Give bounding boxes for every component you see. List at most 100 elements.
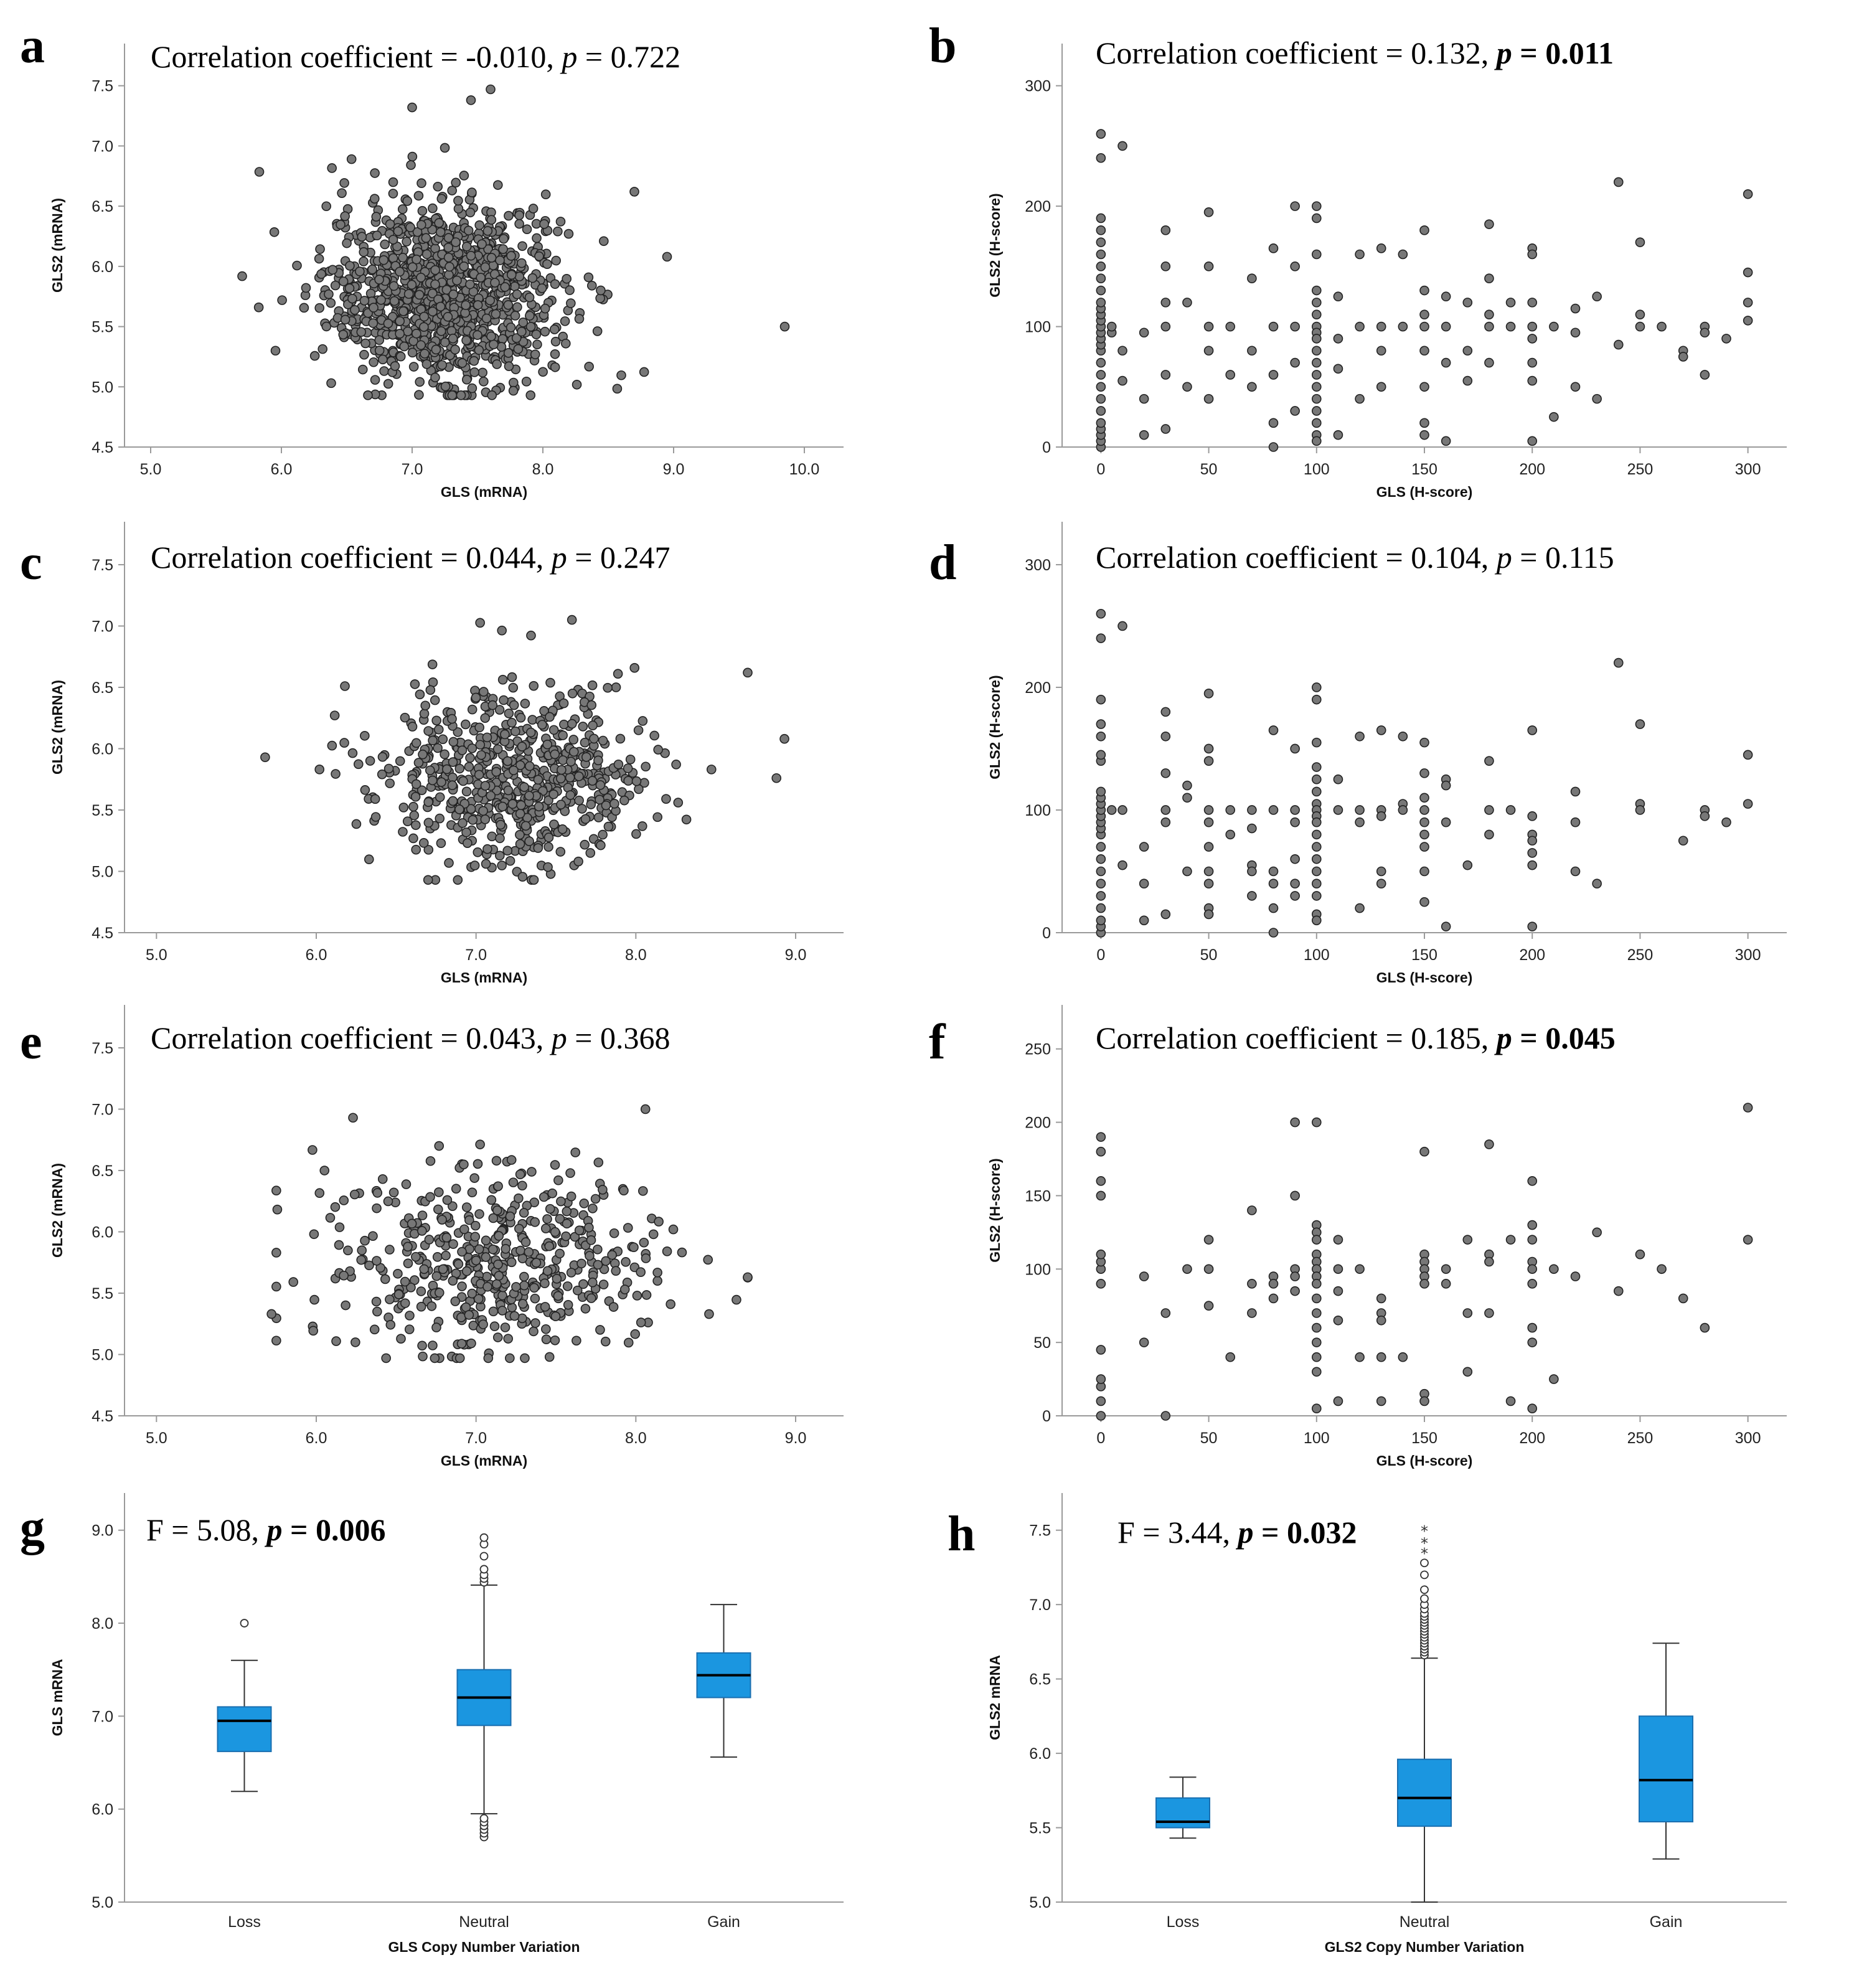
data-point: [453, 727, 463, 737]
data-point: [438, 734, 448, 745]
data-point: [475, 740, 486, 750]
data-point: [1096, 213, 1106, 224]
data-point: [406, 1283, 416, 1293]
data-point: [609, 799, 619, 809]
x-tick-label: 100: [1304, 946, 1330, 964]
data-point: [357, 364, 368, 375]
data-point: [501, 1244, 510, 1254]
data-point: [540, 1278, 550, 1288]
data-point: [492, 1332, 503, 1342]
data-point: [565, 285, 575, 295]
data-point: [1376, 382, 1386, 392]
data-point: [743, 1272, 753, 1283]
data-point: [574, 1225, 585, 1235]
data-point: [619, 795, 629, 806]
data-point: [1527, 249, 1538, 260]
data-point: [556, 799, 566, 810]
data-point: [481, 313, 492, 324]
data-point: [461, 786, 472, 797]
data-point: [1139, 327, 1149, 338]
data-point: [524, 1247, 534, 1257]
data-point: [376, 294, 386, 305]
x-axis-title: GLS Copy Number Variation: [388, 1939, 580, 1955]
data-point: [360, 338, 370, 349]
data-point: [345, 261, 355, 271]
data-point: [364, 1260, 374, 1271]
data-point: [630, 1329, 641, 1339]
data-point: [430, 279, 440, 290]
data-point: [412, 328, 421, 339]
data-point: [492, 1205, 502, 1215]
data-point: [416, 785, 427, 796]
data-point: [1743, 799, 1753, 809]
data-point: [467, 1187, 478, 1198]
data-point: [331, 1336, 341, 1346]
data-point: [1311, 682, 1322, 692]
data-point: [344, 283, 355, 293]
data-point: [555, 217, 566, 227]
data-point: [443, 252, 454, 263]
data-point: [340, 314, 351, 325]
data-point: [1096, 357, 1106, 368]
data-point: [550, 1160, 560, 1170]
data-point: [1484, 309, 1494, 320]
data-point: [372, 1188, 383, 1198]
data-point: [540, 1223, 551, 1233]
data-point: [574, 771, 584, 781]
data-point: [427, 288, 438, 299]
data-point: [636, 1267, 646, 1277]
data-point: [540, 1302, 550, 1312]
x-tick-label: 8.0: [625, 946, 647, 964]
x-tick-label: 150: [1411, 946, 1437, 964]
x-axis-title: GLS2 Copy Number Variation: [1325, 1939, 1525, 1955]
y-tick-label: 300: [1025, 557, 1051, 574]
data-point: [470, 1232, 481, 1242]
data-point: [1635, 1249, 1645, 1260]
data-point: [448, 1276, 458, 1286]
data-point: [266, 1309, 276, 1319]
data-point: [1592, 393, 1602, 404]
panel-letter: b: [929, 19, 957, 73]
data-point: [503, 785, 514, 796]
data-point: [1139, 430, 1149, 440]
data-point: [435, 813, 445, 824]
y-tick-label: 5.0: [1029, 1894, 1051, 1911]
data-point: [1376, 1396, 1386, 1406]
data-point: [1700, 811, 1710, 821]
data-point: [325, 1213, 336, 1223]
data-point: [350, 304, 360, 315]
box-neutral: [456, 1533, 512, 1842]
data-point: [459, 261, 469, 271]
data-point: [457, 358, 468, 368]
data-point: [408, 833, 418, 844]
y-tick-label: 7.5: [1029, 1522, 1051, 1540]
panel-letter: h: [948, 1507, 976, 1562]
data-point: [1333, 1396, 1343, 1406]
x-axis-title: GLS (mRNA): [441, 969, 527, 986]
data-point: [527, 715, 537, 725]
data-point: [461, 335, 471, 346]
data-point: [1225, 370, 1236, 380]
data-point: [393, 1268, 403, 1279]
data-point: [537, 283, 547, 293]
y-tick-label: 6.5: [92, 198, 113, 215]
data-point: [1096, 891, 1106, 901]
outlier-circle: [240, 1619, 249, 1628]
data-point: [1182, 866, 1192, 877]
data-point: [337, 188, 347, 198]
data-point: [586, 799, 596, 809]
data-point: [681, 814, 692, 825]
outlier-circle: [479, 1533, 489, 1542]
data-point: [435, 792, 445, 803]
data-point: [580, 737, 590, 748]
data-point: [461, 827, 471, 837]
data-point: [478, 806, 488, 816]
panel-letter: a: [20, 19, 45, 73]
data-point: [440, 381, 451, 392]
data-point: [467, 187, 477, 197]
data-point: [1462, 860, 1473, 870]
y-tick-label: 0: [1042, 925, 1051, 942]
data-point: [316, 269, 326, 279]
stat-title: F = 5.08, p = 0.006: [146, 1512, 386, 1547]
data-point: [537, 720, 547, 730]
